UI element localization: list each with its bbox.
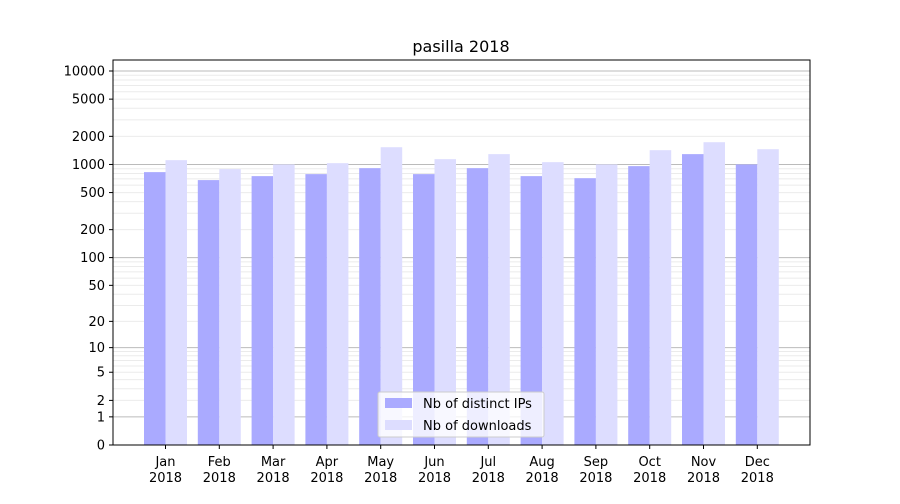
x-tick-label-year: 2018 [741,471,774,486]
y-tick-label: 20 [88,315,105,330]
bar-ips [466,168,489,445]
bar-ips [197,180,220,445]
bar-ips [359,168,381,445]
x-tick-label-year: 2018 [687,471,720,486]
y-axis: 0 12 5 10 20 50 100 200 500 1000 2000 5000 10000 [64,64,113,454]
x-tick-label-year: 2018 [364,471,397,486]
x-tick-label-year: 2018 [579,471,612,486]
y-tick-label: 2 [97,394,105,409]
bar-downloads [380,147,403,445]
bar-downloads [757,149,779,446]
bar-ips [144,172,166,445]
bar-ips [251,176,274,445]
x-axis: Jan2018Feb2018Mar2018Apr2018May2018Jun20… [149,445,774,486]
bar-ips [413,174,435,446]
legend-swatch-downloads [385,420,412,430]
x-tick-label-year: 2018 [257,471,290,486]
x-tick-label-year: 2018 [472,471,505,486]
y-tick-label: 100 [80,251,105,266]
x-tick-label-month: Feb [208,455,231,470]
chart-title: pasilla 2018 [412,37,509,56]
bar-downloads [649,150,672,445]
y-tick-label: 10000 [64,64,105,79]
x-tick-label-month: Apr [316,455,339,470]
bar-ips [735,164,758,445]
bar-downloads [703,142,725,445]
y-tick-label: 1 [97,410,105,425]
bar-ips [574,178,596,446]
y-tick-label: 1000 [72,158,105,173]
legend-swatch-ips [385,398,412,408]
x-tick-label-year: 2018 [149,471,182,486]
x-tick-label-month: Oct [638,455,660,470]
bar-downloads [219,169,241,446]
x-tick-label-month: Jun [423,455,444,470]
bar-downloads [488,154,510,445]
x-tick-label-month: May [367,455,394,470]
plot-frame [112,59,811,446]
bar-downloads [434,159,456,445]
x-tick-label-month: Jul [479,455,496,470]
x-tick-label-month: Nov [691,455,717,470]
x-tick-label-month: Sep [584,455,609,470]
x-tick-label-year: 2018 [310,471,343,486]
y-tick-label: 5 [97,366,105,381]
bar-ips [628,166,650,445]
bar-downloads [326,163,349,445]
bar-downloads [595,164,618,445]
bar-ips [305,174,327,446]
bar-downloads [542,162,564,445]
x-tick-label-year: 2018 [203,471,236,486]
y-tick-label: 5000 [72,93,105,108]
y-tick-label: 10 [88,341,105,356]
legend-label-ips: Nb of distinct IPs [423,397,532,412]
x-tick-label-year: 2018 [526,471,559,486]
x-tick-label-month: Jan [154,455,175,470]
y-tick-label: 500 [80,186,105,201]
x-tick-label-month: Dec [745,455,770,470]
bar-downloads [273,164,295,445]
bars [144,142,779,446]
x-tick-label-year: 2018 [633,471,666,486]
y-tick-label: 2000 [72,130,105,145]
legend: Nb of distinct IPs Nb of downloads [377,391,545,438]
legend-label-downloads: Nb of downloads [423,419,532,434]
x-tick-label-month: Mar [261,455,286,470]
x-tick-label-year: 2018 [418,471,451,486]
legend-frame [377,391,545,438]
bar-ips [520,176,543,445]
bar-downloads [165,160,187,445]
y-tick-label: 50 [88,279,105,294]
y-tick-label: 200 [80,223,105,238]
y-tick-label: 0 [97,439,105,454]
x-tick-label-month: Aug [529,455,554,470]
bar-ips [682,154,704,445]
